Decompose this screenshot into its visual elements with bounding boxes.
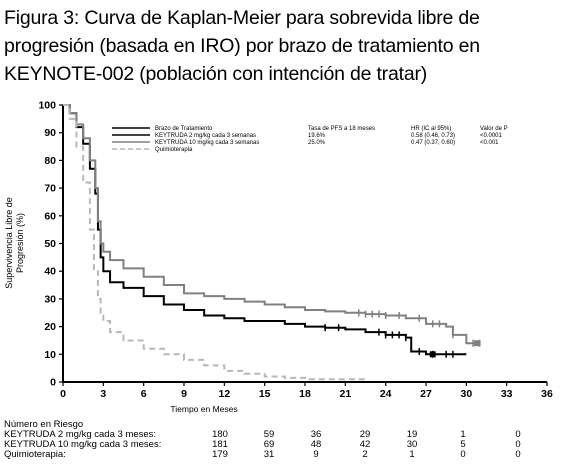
legend-cell: 0.58 (0.46, 0.73) [411, 133, 455, 139]
chart-series [63, 104, 481, 381]
chart-legend: Brazo de Tratamiento Tasa de PFS a 18 mes… [112, 126, 508, 153]
x-axis-label: Tiempo en Meses [170, 404, 237, 414]
risk-value: 30 [406, 439, 418, 450]
x-tick-label: 27 [420, 388, 432, 400]
risk-value: 2 [362, 449, 368, 460]
y-tick-label: 50 [44, 238, 56, 250]
legend-header: Brazo de Tratamiento [155, 126, 213, 132]
risk-value: 48 [310, 439, 322, 450]
title-line-2: progresión (basada en IRO) por brazo de … [4, 35, 480, 57]
risk-value: 181 [212, 439, 228, 450]
x-tick-label: 21 [339, 388, 351, 400]
chart-axes: 0 3 6 9 12 15 18 21 24 27 30 33 36010203040506070809… [38, 100, 553, 401]
legend-cell: 25.0% [308, 140, 326, 146]
x-tick-label: 0 [60, 388, 66, 400]
risk-value: 0 [460, 449, 466, 460]
endpoint-marker [474, 340, 481, 347]
risk-value: 59 [263, 429, 275, 440]
km-chart: 0 3 6 9 12 15 18 21 24 27 30 33 36010203040506070809… [4, 100, 553, 415]
risk-value: 19 [406, 429, 418, 440]
y-axis-label-line-1: Supervivencia Libre de [4, 197, 14, 289]
endpoint-marker [429, 351, 436, 358]
risk-row: KEYTRUDA 2 mg/kg cada 3 meses: 180 59 36 29 1… [4, 429, 521, 440]
risk-value: 5 [460, 439, 466, 450]
y-axis-label: Supervivencia Libre de Progresión (%) [4, 197, 25, 289]
y-tick-label: 0 [50, 377, 56, 389]
x-tick-label: 36 [541, 388, 553, 400]
legend-cell: Quimioterapia [155, 147, 193, 153]
risk-value: 9 [313, 449, 319, 460]
legend-cell: KEYTRUDA 2 mg/kg cada 3 semanas [155, 133, 256, 139]
risk-row: KEYTRUDA 10 mg/kg cada 3 meses: 181 69 48 42… [4, 439, 521, 450]
legend-cell: <0.001 [480, 140, 499, 146]
risk-value: 42 [359, 439, 371, 450]
risk-value: 69 [263, 439, 275, 450]
title-line-1: Figura 3: Curva de Kaplan-Meier para sob… [4, 7, 480, 29]
legend-header: Tasa de PFS a 18 meses [308, 126, 375, 132]
risk-row-label: Quimioterapia: [4, 449, 66, 460]
risk-row-label: KEYTRUDA 10 mg/kg cada 3 meses: [4, 439, 162, 450]
risk-value: 36 [310, 429, 322, 440]
x-tick-label: 33 [501, 388, 513, 400]
x-tick-label: 18 [299, 388, 311, 400]
risk-value: 29 [359, 429, 371, 440]
legend-cell: 0.47 (0.37, 0.60) [411, 140, 455, 146]
risk-value: 31 [263, 449, 275, 460]
y-axis-label-line-2: Progresión (%) [15, 213, 25, 273]
y-tick-label: 20 [44, 321, 56, 333]
risk-value: 1 [460, 429, 466, 440]
y-tick-label: 100 [38, 100, 56, 112]
figure-title: Figura 3: Curva de Kaplan-Meier para sob… [4, 4, 559, 88]
series-line-3 [63, 104, 366, 381]
legend-cell: 19.6% [308, 133, 326, 139]
y-tick-label: 40 [44, 266, 56, 278]
y-tick-label: 30 [44, 293, 56, 305]
risk-row: Quimioterapia: 179 31 9 2 1 0 0 [4, 449, 521, 460]
y-tick-label: 70 [44, 183, 56, 195]
title-line-3: KEYNOTE-002 (población con intención de … [4, 63, 428, 85]
y-tick-label: 10 [44, 349, 56, 361]
legend-cell: <0.0001 [480, 133, 503, 139]
risk-row-label: KEYTRUDA 2 mg/kg cada 3 meses: [4, 429, 157, 440]
y-tick-label: 90 [44, 127, 56, 139]
x-tick-label: 30 [460, 388, 472, 400]
x-tick-label: 12 [218, 388, 230, 400]
legend-header: Valor de P [480, 126, 508, 132]
risk-value: 1 [409, 449, 415, 460]
series-line-2 [63, 104, 480, 345]
risk-table: Número en Riesgo KEYTRUDA 2 mg/kg cada 3… [4, 419, 521, 460]
risk-value: 0 [515, 439, 521, 450]
x-tick-label: 15 [259, 388, 271, 400]
y-tick-label: 80 [44, 155, 56, 167]
risk-value: 0 [515, 429, 521, 440]
legend-header: HR (IC al 95%) [411, 126, 451, 132]
legend-cell: KEYTRUDA 10 mg/kg cada 3 semanas [155, 140, 259, 146]
x-tick-label: 6 [141, 388, 147, 400]
y-tick-label: 60 [44, 210, 56, 222]
x-tick-label: 24 [380, 388, 392, 400]
x-tick-label: 3 [100, 388, 106, 400]
risk-value: 180 [212, 429, 228, 440]
risk-value: 179 [212, 449, 228, 460]
risk-value: 0 [515, 449, 521, 460]
risk-table-header: Número en Riesgo [4, 419, 84, 430]
x-tick-label: 9 [181, 388, 187, 400]
